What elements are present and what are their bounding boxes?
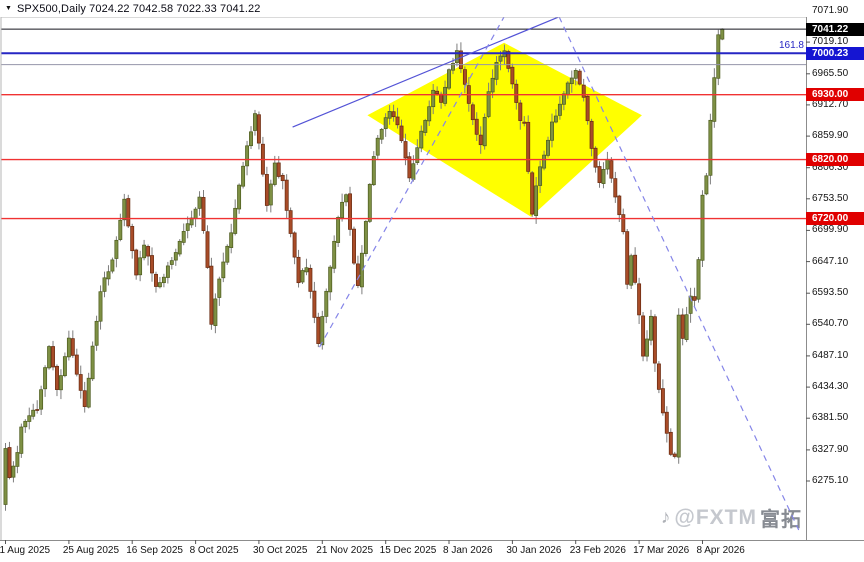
red-level-6930-tag: 6930.00 bbox=[806, 88, 864, 102]
date-tick-label: 17 Mar 2026 bbox=[633, 545, 690, 556]
price-tick-label: 6434.30 bbox=[812, 381, 849, 393]
red-level-6820-tag: 6820.00 bbox=[806, 153, 864, 167]
price-tick-label: 6275.10 bbox=[812, 475, 849, 486]
price-tick-label: 7071.90 bbox=[812, 5, 849, 16]
date-tick-label: 8 Apr 2026 bbox=[696, 545, 745, 556]
price-tick-label: 6593.50 bbox=[812, 287, 849, 299]
price-tick-label: 6487.10 bbox=[812, 349, 849, 361]
date-tick-label: 8 Jan 2026 bbox=[443, 545, 493, 556]
price-tick-label: 6327.90 bbox=[812, 443, 849, 455]
price-tick-label: 6381.50 bbox=[812, 412, 849, 424]
price-tick-label: 6753.50 bbox=[812, 192, 849, 204]
price-tick-label: 6647.10 bbox=[812, 255, 849, 267]
current-price-tag: 7041.22 bbox=[806, 22, 864, 36]
chart-title: SPX500,Daily 7024.22 7042.58 7022.33 704… bbox=[16, 2, 261, 15]
date-tick-label: 1 Aug 2025 bbox=[0, 545, 51, 556]
price-tick-label: 6699.90 bbox=[812, 224, 849, 236]
trendline-rising-channel-dashed[interactable] bbox=[318, 17, 505, 348]
date-tick-label: 30 Jan 2026 bbox=[506, 545, 562, 556]
chart-title-bar: ▼ SPX500,Daily 7024.22 7042.58 7022.33 7… bbox=[0, 0, 811, 17]
price-tick-label: 6540.70 bbox=[812, 318, 849, 330]
fib-level-label: 161.8 bbox=[778, 40, 804, 52]
price-tick-label: 6965.50 bbox=[812, 67, 849, 79]
candles-layer bbox=[3, 28, 725, 511]
plot-layers bbox=[1, 17, 806, 531]
price-tick-label: 6912.70 bbox=[812, 98, 849, 110]
symbol-dropdown-icon[interactable]: ▼ bbox=[5, 5, 12, 12]
price-tick-label: 7019.10 bbox=[812, 36, 849, 48]
red-level-6720-tag: 6720.00 bbox=[806, 212, 864, 226]
date-tick-label: 16 Sep 2025 bbox=[126, 545, 183, 556]
date-tick-label: 23 Feb 2026 bbox=[569, 545, 626, 556]
date-tick-label: 8 Oct 2025 bbox=[189, 545, 239, 556]
date-tick-label: 21 Nov 2025 bbox=[316, 545, 374, 556]
price-tick-label: 6859.90 bbox=[812, 130, 849, 142]
date-tick-label: 25 Aug 2025 bbox=[62, 545, 120, 556]
trendline-rising-support-solid[interactable] bbox=[292, 17, 560, 128]
diamond-pattern[interactable] bbox=[367, 42, 642, 217]
fib-161-8-level-tag: 7000.23 bbox=[806, 46, 864, 60]
date-tick-label: 15 Dec 2025 bbox=[379, 545, 437, 556]
time-axis[interactable]: 1 Aug 2025 25 Aug 2025 16 Sep 2025 8 Oct 20… bbox=[0, 540, 864, 562]
price-tick-label: 6806.30 bbox=[812, 161, 849, 173]
watermark-handle: @FXTM bbox=[674, 505, 757, 529]
date-tick-label: 30 Oct 2025 bbox=[252, 545, 308, 556]
price-axis[interactable]: 7071.90 7019.10 6965.50 6912.70 6859.90 6806.… bbox=[806, 0, 864, 540]
music-note-icon: ♪ bbox=[660, 506, 672, 528]
